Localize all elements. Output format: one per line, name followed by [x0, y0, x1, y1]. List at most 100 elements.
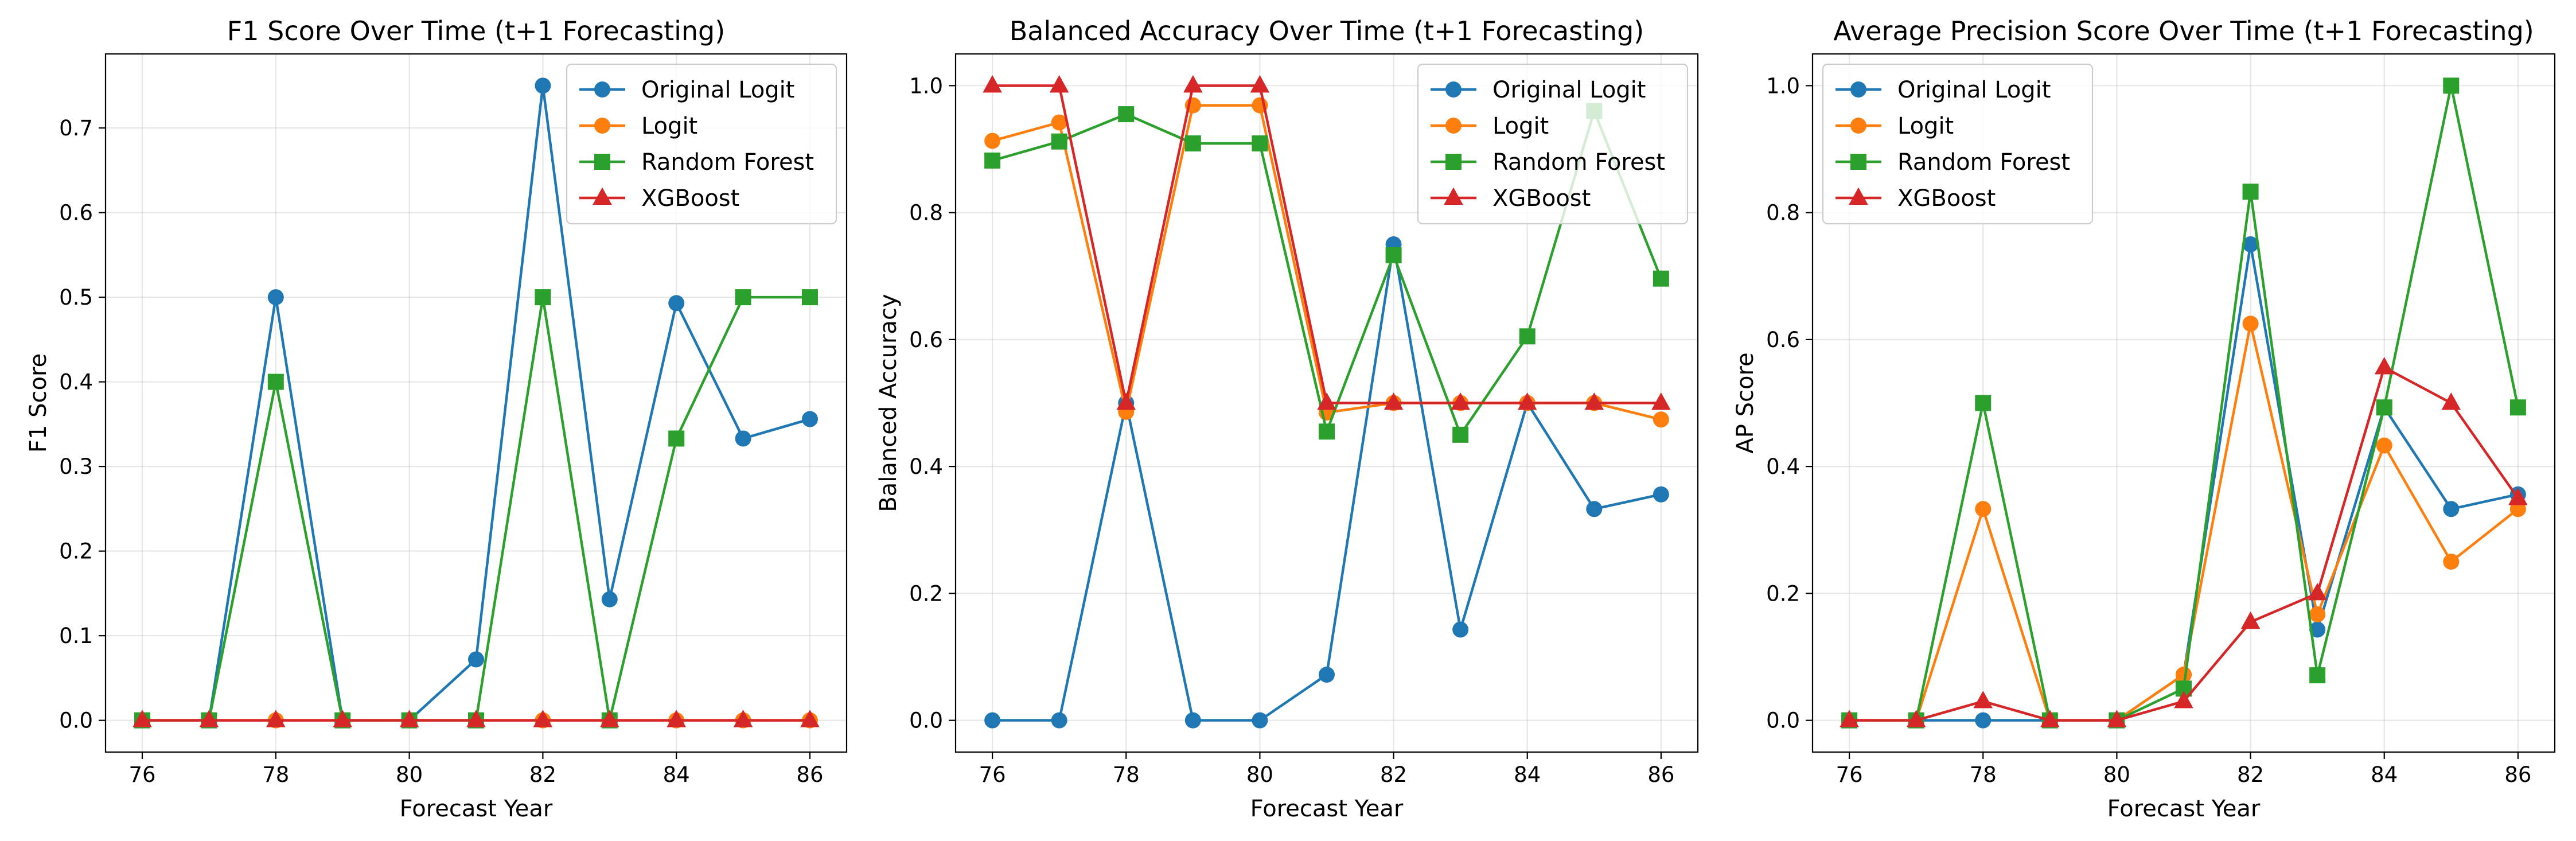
x-tick-label: 82: [1380, 762, 1407, 787]
data-point: [1906, 710, 1926, 727]
x-tick-label: 84: [2371, 762, 2398, 787]
legend-entry: XGBoost: [579, 185, 739, 212]
data-point: [1840, 710, 1859, 727]
legend-box: [1417, 63, 1689, 225]
data-point: [668, 430, 685, 447]
data-point: [1183, 75, 1203, 93]
y-axis-label: Balanced Accuracy: [875, 294, 902, 512]
x-tick-label: 84: [1514, 762, 1541, 787]
data-point: [2240, 611, 2261, 629]
data-point: [2174, 691, 2193, 708]
y-axis-label: AP Score: [1732, 352, 1759, 453]
data-point: [1651, 392, 1671, 410]
data-point: [1116, 392, 1136, 410]
legend-entry: Original Logit: [1835, 77, 2051, 103]
data-point: [667, 710, 686, 727]
legend-marker: [594, 81, 610, 98]
y-tick-label: 0.4: [1766, 454, 1800, 479]
x-tick-label: 80: [396, 762, 423, 787]
x-axis-label: Forecast Year: [2107, 796, 2261, 822]
legend-entry: Original Logit: [1431, 77, 1646, 103]
data-point: [735, 289, 751, 306]
x-tick-label: 84: [663, 762, 690, 787]
legend-marker: [594, 118, 610, 134]
data-point: [1519, 328, 1536, 345]
x-axis-label: Forecast Year: [1250, 796, 1404, 822]
data-point: [2107, 710, 2127, 727]
data-point: [1975, 395, 1992, 411]
data-point: [1184, 712, 1201, 729]
legend-label: Random Forest: [641, 149, 814, 176]
x-tick-label: 86: [1647, 762, 1674, 787]
legend-entry: Random Forest: [1431, 149, 1665, 176]
data-point: [1049, 75, 1069, 93]
x-tick-label: 76: [979, 762, 1006, 787]
data-point: [2508, 488, 2528, 505]
data-point: [1653, 411, 1669, 428]
data-point: [199, 710, 219, 727]
chart-panel-2: 76 78 80 82 84 86 0.0 0.2 0.4 0.6 0.8 1.0 Balanced A…: [875, 15, 1699, 822]
data-point: [2443, 77, 2460, 94]
data-point: [599, 710, 619, 727]
data-point: [399, 710, 419, 727]
data-point: [466, 710, 486, 727]
plot-frame: [954, 53, 1699, 753]
legend-marker: [1445, 81, 1462, 98]
chart-title: Average Precision Score Over Time (t+1 F…: [1833, 15, 2534, 46]
legend-label: XGBoost: [1492, 185, 1591, 212]
y-tick-label: 0.6: [909, 328, 943, 352]
legend-label: Random Forest: [1897, 149, 2070, 176]
legend-marker: [593, 187, 612, 205]
legend-entry: Original Logit: [579, 77, 794, 103]
plot-frame: [104, 53, 848, 753]
y-tick-label: 0.2: [909, 581, 943, 606]
legend-marker: [1850, 118, 1866, 134]
data-point: [735, 430, 751, 447]
series-xgboost: [1840, 357, 2528, 727]
y-tick-label: 0.0: [909, 708, 943, 733]
legend-label: Original Logit: [641, 77, 794, 103]
legend-marker: [1445, 154, 1462, 170]
data-point: [1452, 426, 1469, 443]
x-tick-label: 86: [2504, 762, 2531, 787]
legend: Original Logit Logit Random Forest XGBoost: [1417, 63, 1689, 225]
data-point: [2309, 606, 2326, 622]
y-tick-label: 0.2: [1766, 581, 1800, 606]
x-tick-label: 80: [2103, 762, 2130, 787]
data-point: [800, 710, 820, 727]
legend-label: Logit: [1897, 113, 1954, 139]
data-point: [333, 710, 353, 727]
legend-entry: Random Forest: [1835, 149, 2070, 176]
y-tick-label: 0.3: [59, 454, 93, 479]
data-point: [132, 710, 152, 727]
legend-marker: [594, 154, 610, 170]
legend-marker: [1444, 187, 1463, 205]
data-point: [2040, 710, 2060, 727]
data-point: [601, 591, 618, 608]
data-point: [1118, 106, 1135, 123]
y-tick-label: 0.8: [1766, 201, 1800, 225]
data-point: [1451, 392, 1470, 410]
y-tick-label: 0.4: [909, 454, 943, 479]
y-tick-label: 1.0: [1766, 73, 1800, 98]
series-xgboost: [132, 710, 820, 727]
data-point: [266, 710, 286, 727]
legend-label: Logit: [1492, 113, 1549, 139]
y-tick-label: 0.1: [59, 624, 93, 648]
y-tick-label: 0.7: [59, 116, 93, 141]
legend-label: Original Logit: [1492, 77, 1646, 103]
data-point: [1384, 392, 1404, 410]
x-tick-label: 82: [529, 762, 556, 787]
data-point: [1975, 712, 1992, 729]
legend-box: [1822, 63, 2094, 225]
data-point: [2308, 583, 2327, 601]
legend-label: Random Forest: [1492, 149, 1665, 176]
data-point: [984, 712, 1001, 729]
data-point: [2441, 392, 2461, 410]
data-point: [267, 373, 284, 390]
chart-title: Balanced Accuracy Over Time (t+1 Forecas…: [1010, 15, 1644, 46]
data-point: [535, 289, 551, 306]
y-tick-label: 0.0: [59, 708, 93, 733]
